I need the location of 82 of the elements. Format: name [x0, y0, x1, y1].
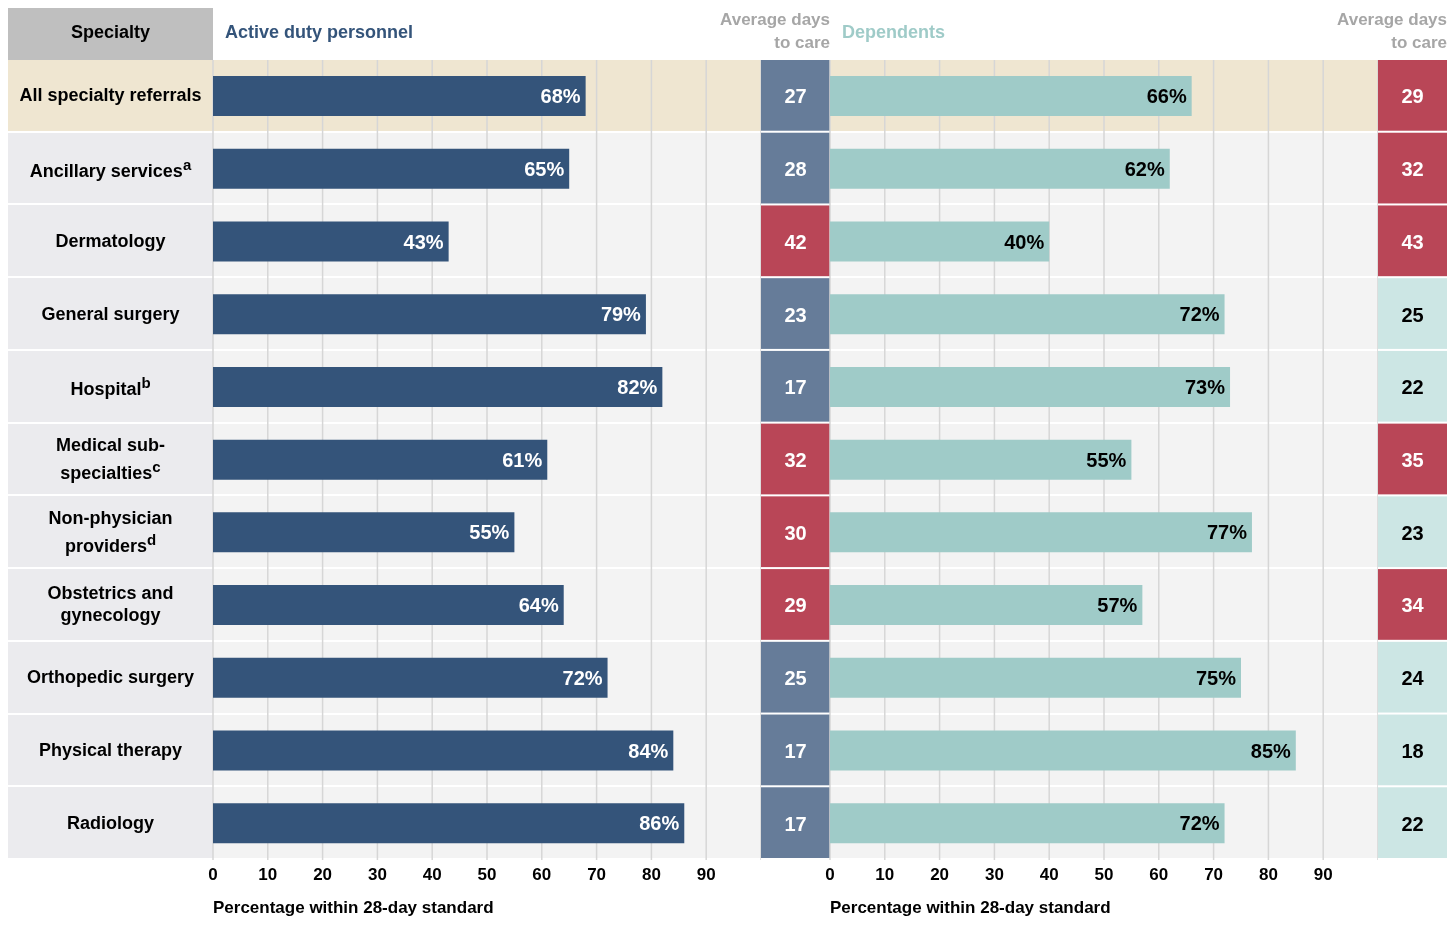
data-label: 29	[1401, 85, 1424, 108]
x-tick-label: 0	[825, 865, 835, 885]
x-tick-label: 80	[1258, 865, 1278, 885]
y-tick-label: Ancillary services$^{a}$	[29, 155, 192, 183]
text: Average days to care	[1336, 9, 1447, 54]
data-label: 17	[784, 376, 807, 399]
y-tick-label: Dermatology	[55, 229, 166, 252]
data-label: 25	[1401, 303, 1424, 326]
data-label: 43%	[403, 230, 444, 253]
chart-title: Active duty personnel	[225, 22, 414, 43]
data-label: 32	[1401, 158, 1424, 181]
x-axis-title: Percentage within 28-day standard	[830, 898, 1111, 918]
y-tick-label: General surgery	[41, 302, 180, 325]
x-tick-label: 50	[1094, 865, 1114, 885]
x-tick-label: 90	[696, 865, 716, 885]
x-tick-label: 50	[477, 865, 497, 885]
x-tick-label: 30	[367, 865, 387, 885]
x-tick-label: 80	[641, 865, 661, 885]
data-label: 22	[1401, 376, 1424, 399]
data-label: 72%	[1179, 812, 1220, 835]
x-tick-label: 40	[422, 865, 442, 885]
x-tick-label: 0	[208, 865, 218, 885]
data-label: 66%	[1146, 85, 1187, 108]
x-tick-label: 10	[875, 865, 895, 885]
y-tick-label: Orthopedic surgery	[26, 666, 195, 689]
y-axis-title: Specialty	[8, 5, 213, 60]
data-label: 43	[1401, 230, 1424, 253]
data-label: 86%	[639, 812, 680, 835]
data-label: 75%	[1195, 666, 1237, 689]
data-label: 55%	[469, 521, 510, 544]
data-label: 72%	[562, 666, 603, 689]
x-axis-title: Percentage within 28-day standard	[213, 898, 494, 918]
y-tick-label: Hospital$^{b}$	[70, 373, 151, 401]
data-label: 32	[784, 449, 807, 471]
data-label: 42	[784, 230, 807, 253]
data-label: 79%	[600, 303, 642, 326]
x-tick-label: 20	[313, 865, 333, 885]
data-label: 25	[784, 667, 807, 690]
x-tick-label: 70	[587, 865, 607, 885]
y-tick-label: Physical therapy	[38, 738, 183, 761]
chart-title: Dependents	[842, 22, 946, 43]
data-label: 29	[784, 594, 807, 617]
y-tick-label: Obstetrics and gynecology	[46, 582, 175, 627]
data-label: 57%	[1097, 594, 1138, 617]
y-tick-label: Non-physician providers$^{d}$	[47, 506, 174, 557]
data-label: 18	[1401, 739, 1424, 762]
x-tick-label: 60	[532, 865, 552, 885]
data-label: 73%	[1185, 376, 1226, 399]
data-label: 40%	[1004, 230, 1045, 253]
x-tick-label: 70	[1204, 865, 1224, 885]
data-label: 82%	[617, 376, 658, 399]
data-label: 22	[1401, 812, 1424, 835]
data-label: 68%	[540, 85, 581, 108]
y-tick-label: Radiology	[66, 811, 154, 834]
data-label: 34	[1401, 594, 1425, 617]
data-label: 28	[784, 158, 807, 181]
y-tick-label: Medical sub-specialties$^{c}$	[55, 434, 166, 484]
x-tick-label: 10	[258, 865, 278, 885]
data-label: 85%	[1250, 739, 1292, 762]
data-label: 17	[784, 812, 807, 835]
data-label: 17	[784, 739, 807, 762]
data-label: 23	[784, 303, 807, 326]
data-label: 62%	[1124, 157, 1165, 180]
data-label: 65%	[524, 157, 565, 180]
data-label: 61%	[502, 448, 543, 471]
data-label: 30	[784, 521, 807, 544]
data-label: 23	[1401, 521, 1424, 544]
data-label: 35	[1401, 449, 1424, 471]
data-label: 77%	[1206, 521, 1248, 544]
x-tick-label: 30	[984, 865, 1004, 885]
data-label: 64%	[518, 594, 559, 617]
data-label: 55%	[1086, 448, 1127, 471]
x-tick-label: 60	[1149, 865, 1169, 885]
data-label: 27	[784, 85, 807, 108]
text: Average days to care	[719, 9, 830, 54]
x-tick-label: 40	[1039, 865, 1059, 885]
data-label: 72%	[1179, 303, 1220, 326]
x-tick-label: 90	[1313, 865, 1333, 885]
y-tick-label: All specialty referrals	[19, 84, 202, 107]
data-label: 24	[1401, 667, 1425, 690]
data-label: 84%	[628, 739, 669, 762]
x-tick-label: 20	[930, 865, 950, 885]
